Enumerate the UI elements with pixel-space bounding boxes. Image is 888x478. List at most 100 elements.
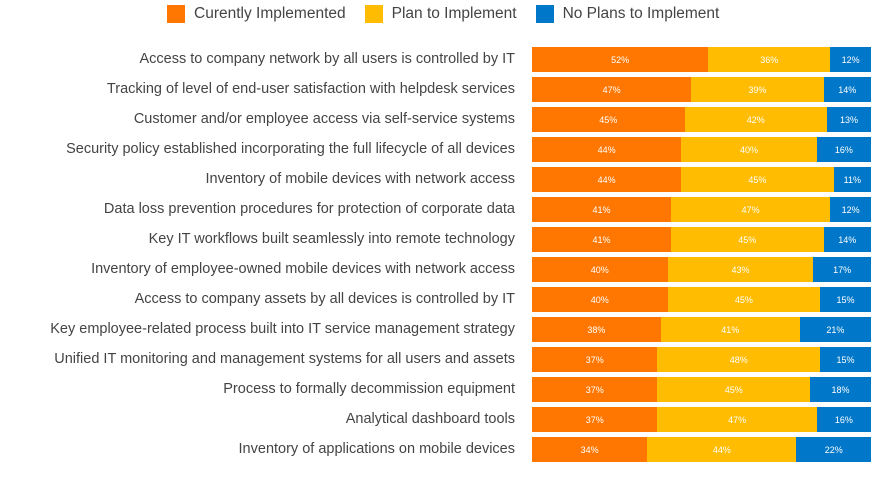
data-label: 41% xyxy=(592,234,611,245)
legend-swatch xyxy=(535,5,554,23)
bar-segment: 44% xyxy=(532,167,682,192)
data-label: 41% xyxy=(721,324,740,335)
bar-segment: 48% xyxy=(657,347,821,372)
bar-segment: 39% xyxy=(691,77,824,102)
data-label: 48% xyxy=(729,354,748,365)
legend-item: Plan to Implement xyxy=(364,5,517,23)
data-label: 37% xyxy=(585,414,604,425)
data-label: 45% xyxy=(738,234,757,245)
bar-segment: 34% xyxy=(532,437,648,462)
category-label: Inventory of applications on mobile devi… xyxy=(238,441,515,457)
data-label: 34% xyxy=(580,444,599,455)
data-label: 40% xyxy=(590,264,609,275)
bar-segment: 21% xyxy=(799,317,871,342)
data-label: 45% xyxy=(734,294,753,305)
category-label: Inventory of mobile devices with network… xyxy=(205,171,515,187)
category-label: Tracking of level of end-user satisfacti… xyxy=(106,81,515,97)
data-label: 45% xyxy=(599,114,618,125)
data-label: 13% xyxy=(839,114,858,125)
bar-segment: 14% xyxy=(823,227,871,252)
data-label: 21% xyxy=(826,324,845,335)
legend-label: Plan to Implement xyxy=(391,5,517,22)
legend: Curently Implemented Plan to Implement N… xyxy=(167,5,738,23)
bar-segment: 40% xyxy=(681,137,817,162)
bar-segment: 40% xyxy=(532,257,668,282)
bar-segment: 37% xyxy=(532,377,658,402)
data-label: 45% xyxy=(748,174,767,185)
legend-swatch xyxy=(364,5,383,23)
bar-segment: 37% xyxy=(532,407,658,432)
data-label: 47% xyxy=(602,84,621,95)
data-label: 14% xyxy=(838,84,857,95)
data-label: 37% xyxy=(585,354,604,365)
bar-segment: 45% xyxy=(670,227,824,252)
data-label: 18% xyxy=(831,384,850,395)
bar-segment: 22% xyxy=(796,437,871,462)
bar-segment: 45% xyxy=(667,287,821,312)
data-label: 52% xyxy=(611,54,630,65)
bar-segment: 17% xyxy=(813,257,871,282)
data-label: 12% xyxy=(841,54,860,65)
bar-segment: 38% xyxy=(532,317,661,342)
data-label: 47% xyxy=(741,204,760,215)
data-label: 16% xyxy=(834,414,853,425)
data-label: 40% xyxy=(739,144,758,155)
bar-segment: 45% xyxy=(657,377,810,402)
data-label: 14% xyxy=(838,234,857,245)
bar-segment: 43% xyxy=(667,257,814,282)
data-label: 15% xyxy=(836,354,855,365)
category-label: Customer and/or employee access via self… xyxy=(133,111,515,127)
category-label: Inventory of employee-owned mobile devic… xyxy=(91,261,515,277)
bar-segment: 15% xyxy=(820,347,871,372)
data-label: 15% xyxy=(836,294,855,305)
data-label: 40% xyxy=(590,294,609,305)
category-label: Key employee-related process built into … xyxy=(50,321,515,337)
bar-segment: 41% xyxy=(532,227,671,252)
bar-segment: 52% xyxy=(532,47,709,72)
bar-segment: 16% xyxy=(816,137,871,162)
data-label: 44% xyxy=(712,444,731,455)
data-label: 45% xyxy=(724,384,743,395)
bar-segment: 12% xyxy=(830,47,871,72)
legend-item: No Plans to Implement xyxy=(535,5,720,23)
category-label: Process to formally decommission equipme… xyxy=(223,381,515,397)
bar-segment: 45% xyxy=(532,107,685,132)
bar-segment: 44% xyxy=(647,437,797,462)
category-label: Analytical dashboard tools xyxy=(345,411,515,427)
category-label: Unified IT monitoring and management sys… xyxy=(54,351,515,367)
bar-segment: 47% xyxy=(532,77,692,102)
bar-segment: 13% xyxy=(826,107,871,132)
category-label: Access to company assets by all devices … xyxy=(134,291,515,307)
data-label: 44% xyxy=(597,174,616,185)
bar-segment: 44% xyxy=(532,137,682,162)
bar-segment: 15% xyxy=(820,287,871,312)
data-label: 16% xyxy=(834,144,853,155)
bar-segment: 47% xyxy=(657,407,817,432)
bar-segment: 47% xyxy=(670,197,831,222)
data-label: 43% xyxy=(731,264,750,275)
data-label: 12% xyxy=(841,204,860,215)
data-label: 36% xyxy=(760,54,779,65)
bar-segment: 12% xyxy=(830,197,871,222)
data-label: 39% xyxy=(748,84,767,95)
bar-segment: 45% xyxy=(681,167,834,192)
category-label: Data loss prevention procedures for prot… xyxy=(103,201,515,217)
bar-segment: 11% xyxy=(833,167,871,192)
legend-label: No Plans to Implement xyxy=(562,5,720,22)
bar-segment: 41% xyxy=(660,317,800,342)
category-label: Access to company network by all users i… xyxy=(139,51,515,67)
data-label: 42% xyxy=(746,114,765,125)
category-label: Key IT workflows built seamlessly into r… xyxy=(148,231,515,247)
bar-segment: 16% xyxy=(816,407,871,432)
data-label: 22% xyxy=(824,444,843,455)
data-label: 41% xyxy=(592,204,611,215)
data-label: 47% xyxy=(728,414,747,425)
bar-segment: 37% xyxy=(532,347,658,372)
bar-segment: 40% xyxy=(532,287,668,312)
data-label: 44% xyxy=(597,144,616,155)
legend-swatch xyxy=(167,5,185,23)
data-label: 17% xyxy=(833,264,852,275)
legend-item: Curently Implemented xyxy=(167,5,346,23)
bar-segment: 18% xyxy=(809,377,871,402)
